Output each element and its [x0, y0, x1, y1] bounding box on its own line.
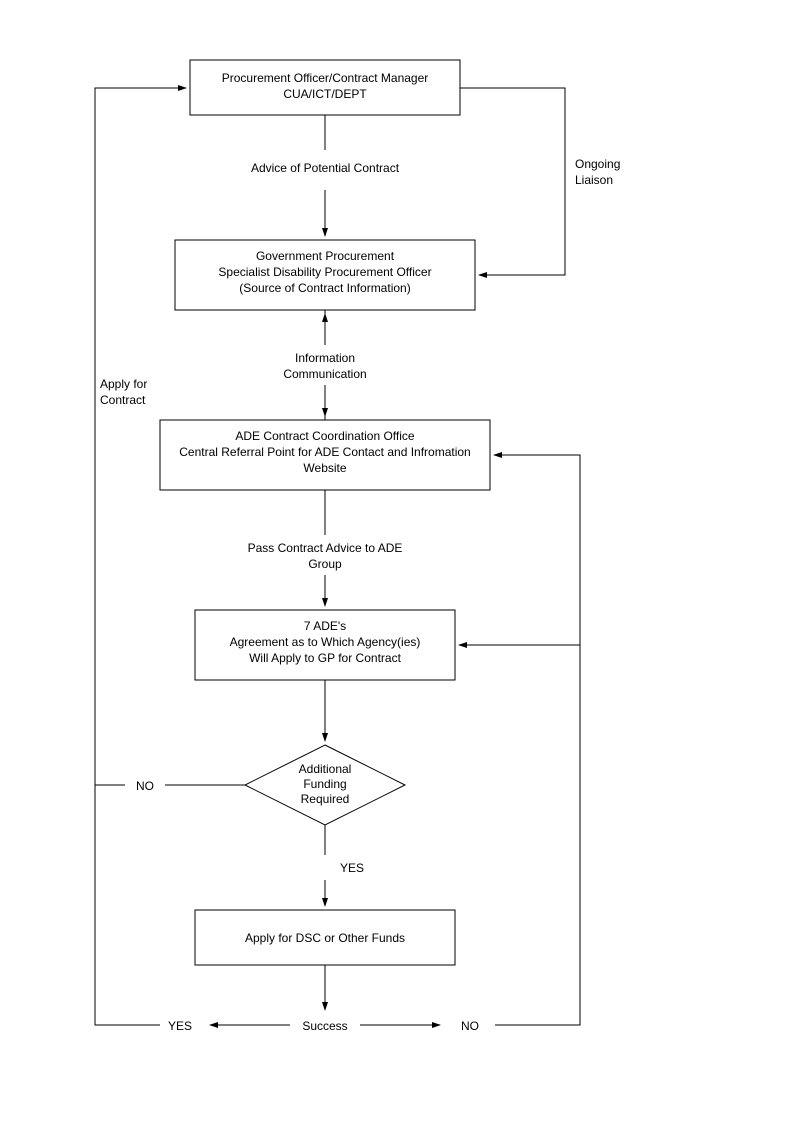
node-ade-office-line1: ADE Contract Coordination Office: [235, 429, 415, 443]
label-ongoing1: Ongoing: [575, 157, 620, 171]
node-gov-procurement-line3: (Source of Contract Information): [239, 281, 410, 295]
label-pass1: Pass Contract Advice to ADE: [248, 541, 403, 555]
label-pass2: Group: [308, 557, 342, 571]
edge-no-loop: [459, 645, 580, 1025]
node-decision-line3: Required: [301, 792, 350, 806]
label-info1: Information: [295, 351, 355, 365]
node-procurement-officer-line1: Procurement Officer/Contract Manager: [222, 71, 429, 85]
label-yes: YES: [340, 861, 364, 875]
label-no2: NO: [461, 1019, 479, 1033]
node-7-ades-line2: Agreement as to Which Agency(ies): [230, 635, 421, 649]
edge-no-loop2: [494, 455, 580, 645]
node-ade-office-line2: Central Referral Point for ADE Contact a…: [179, 445, 470, 459]
node-apply-dsc-line1: Apply for DSC or Other Funds: [245, 931, 405, 945]
node-7-ades-line1: 7 ADE's: [304, 619, 346, 633]
label-no: NO: [136, 779, 154, 793]
node-7-ades-line3: Will Apply to GP for Contract: [249, 651, 402, 665]
flowchart-canvas: Procurement Officer/Contract Manager CUA…: [0, 0, 794, 1123]
node-decision-line1: Additional: [299, 762, 352, 776]
node-procurement-officer-line2: CUA/ICT/DEPT: [283, 87, 367, 101]
label-info2: Communication: [283, 367, 366, 381]
label-yes2: YES: [168, 1019, 192, 1033]
label-apply2: Contract: [100, 393, 146, 407]
edge-ongoing-liaison: [460, 88, 565, 275]
node-ade-office-line3: Website: [303, 461, 346, 475]
node-gov-procurement-line1: Government Procurement: [256, 249, 395, 263]
node-gov-procurement-line2: Specialist Disability Procurement Office…: [218, 265, 431, 279]
label-advice: Advice of Potential Contract: [251, 161, 400, 175]
label-ongoing2: Liaison: [575, 173, 613, 187]
label-success: Success: [302, 1019, 347, 1033]
label-apply1: Apply for: [100, 377, 147, 391]
node-decision-line2: Funding: [303, 777, 346, 791]
